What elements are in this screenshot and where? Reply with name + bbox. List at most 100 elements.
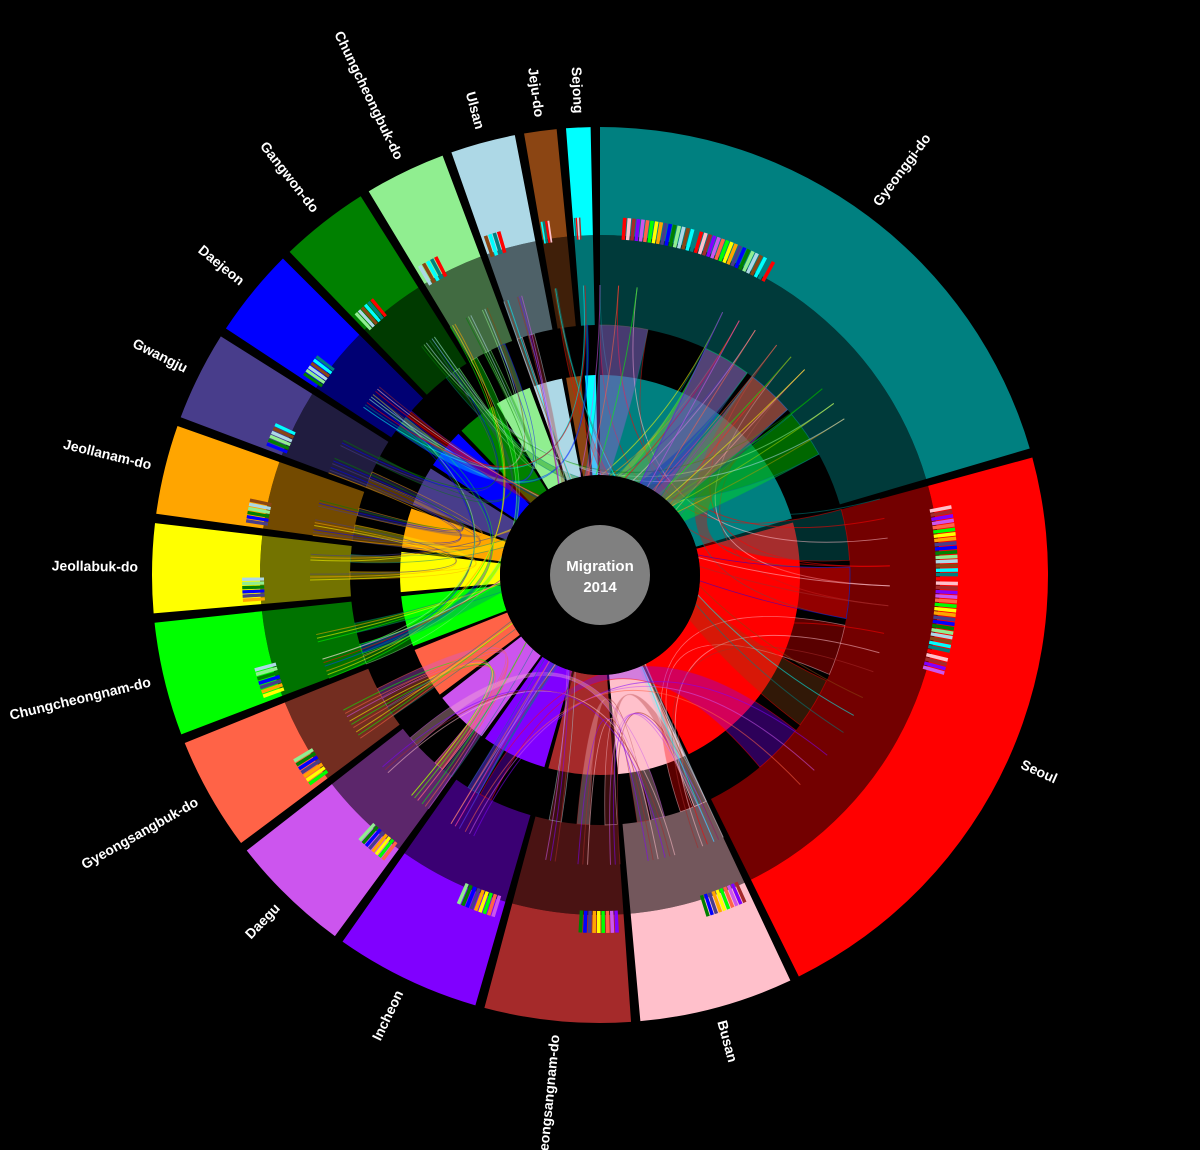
- flow-stripe-gyeonggi-do: [718, 239, 730, 262]
- flow-stripe-gyeonggi-do: [655, 221, 664, 245]
- region-arc-gangwon-do[interactable]: [289, 196, 419, 330]
- flow-stripe-gyeonggi-do: [685, 228, 695, 251]
- flow-stripe-ulsan: [483, 235, 495, 258]
- flow-stripe-daegu: [361, 825, 379, 845]
- flow-stripe-gyeongsangbuk-do: [303, 762, 324, 778]
- flow-stripe-daegu: [371, 833, 388, 853]
- flow-stripe-gyeongsangnam-do: [601, 910, 606, 933]
- flow-stripe-seoul: [931, 623, 955, 631]
- flow-line: [342, 336, 500, 490]
- flow-stripe-sejong: [575, 217, 579, 240]
- flow-stripe-incheon: [461, 884, 473, 907]
- inner-band-jeollanam-do: [401, 508, 506, 562]
- region-arc-daejeon[interactable]: [225, 258, 360, 388]
- middle-band-gwangju: [281, 393, 389, 487]
- region-arc-gyeonggi-do[interactable]: [600, 127, 1030, 479]
- flow-stripe-chungcheongbuk-do: [417, 264, 433, 286]
- flow-stripe-busan: [711, 890, 723, 913]
- middle-band-ulsan: [487, 241, 553, 340]
- region-arc-jeollanam-do[interactable]: [156, 426, 280, 529]
- flow-stripe-incheon: [473, 889, 485, 912]
- flow-stripe-busan: [703, 893, 714, 916]
- flow-line: [709, 344, 890, 567]
- flow-stripe-gyeonggi-do: [697, 232, 708, 255]
- region-label-sejong: Sejong: [569, 66, 587, 113]
- flow-stripe-seoul: [924, 657, 948, 667]
- flow-stripe-gangwon-do: [367, 300, 384, 320]
- middle-band-gangwon-do: [364, 287, 467, 395]
- flow-stripe-gyeonggi-do: [693, 231, 704, 254]
- region-label-jeollanam-do: Jeollanam-do: [62, 436, 153, 473]
- flow-stripe-seoul: [935, 577, 958, 581]
- region-label-incheon: Incheon: [369, 988, 407, 1043]
- middle-band-daejeon: [316, 334, 424, 438]
- region-arcs: [152, 127, 1048, 1024]
- flow-stripe-daejeon: [312, 358, 333, 375]
- region-arc-gyeongsangnam-do[interactable]: [484, 903, 632, 1024]
- flow-stripe-seoul: [931, 518, 955, 526]
- region-arc-ulsan[interactable]: [451, 135, 536, 255]
- flow-stripe-gyeonggi-do: [706, 235, 717, 258]
- flow-stripe-gyeonggi-do: [722, 241, 734, 264]
- flow-stripe-chungcheongnam-do: [255, 666, 278, 677]
- region-label-gwangju: Gwangju: [130, 335, 190, 376]
- flow-stripe-seoul: [933, 611, 956, 618]
- flow-stripe-incheon: [478, 890, 489, 913]
- flow-line: [473, 681, 828, 837]
- region-arc-busan[interactable]: [630, 882, 791, 1022]
- flow-stripe-gyeonggi-do: [630, 218, 636, 241]
- region-arc-seoul[interactable]: [750, 457, 1048, 977]
- flow-line: [632, 287, 888, 543]
- middle-band-seoul: [710, 485, 941, 880]
- flow-stripe-ulsan: [488, 233, 499, 256]
- flow-stripe-seoul: [923, 661, 946, 671]
- region-arc-daegu[interactable]: [246, 784, 399, 937]
- region-arc-jeollabuk-do[interactable]: [152, 523, 263, 614]
- flow-stripe-busan: [699, 894, 710, 917]
- flow-line: [349, 662, 493, 796]
- flow-stripe-daejeon: [305, 368, 326, 385]
- flow-stripe-incheon: [465, 886, 477, 909]
- flow-stripe-sejong: [577, 217, 580, 240]
- center-title: Migration: [566, 558, 634, 575]
- flow-stripe-busan: [715, 889, 727, 912]
- flow-stripe-seoul: [935, 585, 958, 590]
- flow-stripe-gyeonggi-do: [757, 258, 772, 280]
- middle-band-jeollanam-do: [263, 461, 365, 541]
- flow-ribbon-gyeongsangbuk-do-to-daegu: [381, 650, 510, 770]
- region-arc-gyeongsangbuk-do[interactable]: [184, 702, 328, 844]
- flow-line: [671, 645, 874, 849]
- flow-stripe-gyeongsangbuk-do: [308, 769, 329, 786]
- flow-stripe-jeollabuk-do: [242, 581, 265, 586]
- inner-band-jeju-do: [566, 375, 591, 477]
- flow-stripe-gyeongsangbuk-do: [300, 759, 321, 775]
- inner-band-gyeongsangbuk-do: [414, 612, 520, 695]
- flow-stripe-gyeongsangnam-do: [583, 910, 588, 933]
- flow-stripe-incheon: [469, 887, 481, 910]
- flow-stripe-gwangju: [269, 434, 291, 447]
- flow-stripe-jeju-do: [545, 220, 551, 243]
- flow-stripe-gyeonggi-do: [714, 238, 726, 261]
- region-arc-chungcheongnam-do[interactable]: [154, 611, 283, 735]
- flow-stripe-gwangju: [274, 423, 296, 436]
- flow-stripe-daejeon: [315, 355, 335, 372]
- region-label-chungcheongbuk-do: Chungcheongbuk-do: [331, 28, 407, 162]
- flow-stripe-gyeongsangbuk-do: [295, 751, 317, 767]
- flow-stripe-gyeonggi-do: [726, 243, 738, 265]
- region-label-seoul: Seoul: [1019, 756, 1060, 786]
- flow-stripe-seoul: [925, 653, 949, 662]
- middle-band-chungcheongbuk-do: [424, 256, 513, 361]
- flow-stripe-gwangju: [266, 442, 288, 454]
- flow-stripe-gyeonggi-do: [701, 233, 713, 256]
- flow-stripe-gyeongsangbuk-do: [305, 766, 326, 782]
- flow-stripe-gyeonggi-do: [664, 223, 673, 246]
- center-year: 2014: [583, 579, 617, 596]
- region-arc-jeju-do[interactable]: [524, 129, 568, 240]
- region-arc-chungcheongbuk-do[interactable]: [368, 155, 481, 284]
- region-arc-sejong[interactable]: [565, 127, 593, 236]
- flow-stripe-seoul: [935, 563, 958, 568]
- flow-stripe-gyeonggi-do: [742, 250, 755, 273]
- flow-stripe-gangwon-do: [370, 298, 387, 318]
- inner-band-chungcheongnam-do: [401, 585, 507, 647]
- flow-stripe-gyeonggi-do: [753, 256, 768, 278]
